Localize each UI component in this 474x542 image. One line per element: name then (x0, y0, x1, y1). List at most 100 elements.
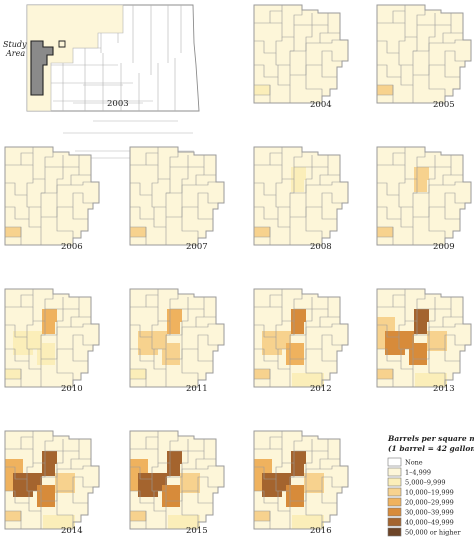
region-mc (414, 309, 429, 334)
region-se (292, 515, 324, 529)
study-area-detail (58, 40, 66, 48)
county-lines (254, 147, 342, 245)
region-cs (162, 485, 180, 507)
region-mc (42, 309, 57, 334)
region-ce (180, 473, 200, 493)
legend-swatch (387, 507, 402, 517)
region-cs (409, 343, 427, 365)
production-regions (5, 451, 75, 529)
region-cs (286, 343, 304, 365)
legend-item-none: None (387, 457, 423, 467)
map-legend: Barrels per square mile (1 barrel = 42 g… (387, 434, 474, 537)
year-label-2008: 2008 (310, 242, 332, 252)
legend-title-line-2: (1 barrel = 42 gallons): (388, 444, 474, 453)
map-panel-2007: 2007 (129, 146, 225, 252)
year-label-2015: 2015 (186, 526, 208, 536)
region-sw (254, 369, 270, 379)
region-sw (377, 369, 393, 379)
county-lines (5, 289, 93, 387)
legend-item-40000-49999: 40,000–49,999 (387, 517, 454, 527)
county-lines (377, 147, 465, 245)
legend-item-20000-29999: 20,000–29,999 (387, 497, 454, 507)
year-label-2003: 2003 (107, 99, 129, 109)
legend-items: None 1–4,999 5,000–9,999 10,000–19,999 20,00… (387, 457, 461, 537)
legend-item-5000-9999: 5,000–9,999 (387, 477, 445, 487)
region-mc (167, 451, 182, 476)
legend-label: 5,000–9,999 (405, 479, 445, 487)
county-lines (130, 289, 218, 387)
production-regions (254, 309, 324, 387)
region-sw (130, 511, 146, 521)
region-cs (37, 485, 55, 507)
year-label-2014: 2014 (61, 526, 83, 536)
county-lines (254, 289, 342, 387)
region-cs (162, 343, 180, 365)
region-sw (5, 227, 21, 237)
map-panel-2005: 2005 (376, 4, 472, 110)
region-ce (427, 331, 447, 351)
map-panel-2011: 2011 (129, 288, 225, 394)
region-ce (55, 473, 75, 493)
map-panel-2012: 2012 (253, 288, 349, 394)
year-label-2016: 2016 (310, 526, 332, 536)
year-label-2011: 2011 (186, 384, 208, 394)
year-label-2005: 2005 (433, 100, 455, 110)
map-panel-2016: 2016 (253, 430, 349, 536)
year-label-2009: 2009 (433, 242, 455, 252)
legend-label: 30,000–39,999 (405, 509, 454, 517)
region-ce (304, 473, 324, 493)
county-lines (130, 431, 218, 529)
map-panel-2015: 2015 (129, 430, 225, 536)
county-lines (377, 5, 465, 103)
region-sw (377, 227, 393, 237)
year-label-2004: 2004 (310, 100, 332, 110)
legend-item-10000-19999: 10,000–19,999 (387, 487, 454, 497)
study-area (30, 40, 54, 96)
map-panel-2013: 2013 (376, 288, 472, 394)
region-se (43, 515, 75, 529)
legend-item-30000-39999: 30,000–39,999 (387, 507, 454, 517)
year-label-2006: 2006 (61, 242, 83, 252)
region-mc (414, 167, 429, 192)
production-regions (377, 309, 447, 387)
county-lines (254, 5, 342, 103)
production-regions (130, 227, 146, 237)
legend-label: 1–4,999 (405, 469, 431, 477)
map-panel-2008: 2008 (253, 146, 349, 252)
county-lines (130, 147, 218, 245)
region-sw (254, 85, 270, 95)
legend-item-50000+: 50,000 or higher (387, 527, 461, 537)
region-se (292, 373, 324, 387)
region-mc (291, 167, 306, 192)
region-sw (5, 369, 21, 379)
legend-swatch (387, 517, 402, 527)
region-mc (291, 309, 306, 334)
map-panel-2014: 2014 (4, 430, 100, 536)
region-se (168, 515, 200, 529)
study-area-label-line-2: Area (5, 49, 25, 58)
legend-swatch (387, 487, 402, 497)
production-regions (377, 85, 393, 95)
production-region (26, 4, 124, 112)
legend-swatch (387, 477, 402, 487)
county-lines (5, 431, 93, 529)
production-regions (377, 167, 429, 237)
legend-item-1-4999: 1–4,999 (387, 467, 431, 477)
region-sw (5, 511, 21, 521)
county-lines (254, 431, 342, 529)
legend-swatch (387, 497, 402, 507)
legend-swatch (387, 457, 402, 467)
legend-label: 10,000–19,999 (405, 489, 454, 497)
map-panel-2010: 2010 (4, 288, 100, 394)
legend-swatch (387, 467, 402, 477)
legend-label: 50,000 or higher (405, 529, 461, 537)
region-mc (291, 451, 306, 476)
region-se (415, 373, 447, 387)
region-sw (130, 227, 146, 237)
map-panel-2009: 2009 (376, 146, 472, 252)
year-label-2013: 2013 (433, 384, 455, 394)
region-mc (167, 309, 182, 334)
county-lines (377, 289, 465, 387)
